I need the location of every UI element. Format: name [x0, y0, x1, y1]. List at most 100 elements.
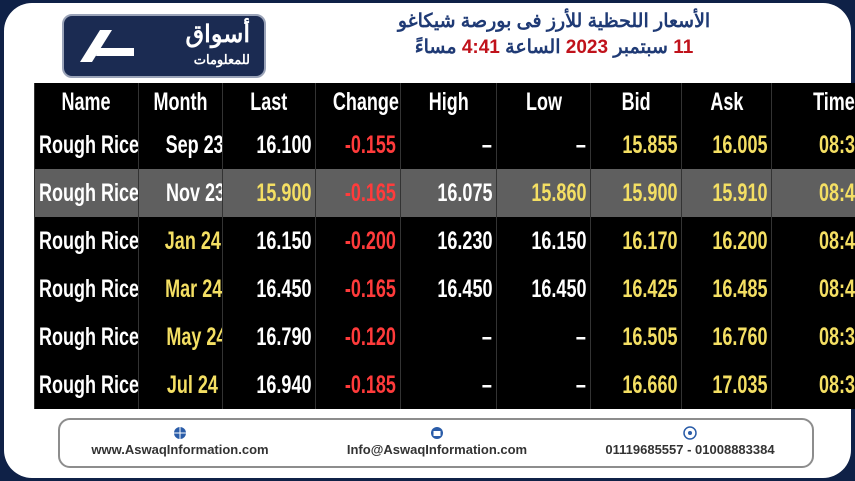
table-cell: -0.165: [315, 169, 401, 217]
table-row: Rough Rice Sep 23 16.100 -0.155 – – 15.855 16.0…: [34, 121, 855, 169]
title-part: سبتمبر: [613, 37, 668, 58]
table-cell: Rough Rice: [34, 121, 139, 169]
title-line2: 11 سبتمبر 2023 الساعة 4:41 مساءً: [274, 35, 834, 61]
table-cell: Rough Rice: [34, 361, 139, 409]
price-table: Name Month Last Change High Low Bid Ask Time Roug…: [34, 83, 855, 409]
table-cell: -0.165: [315, 265, 401, 313]
column-header: Bid: [590, 83, 682, 121]
table-cell: 16.505: [590, 313, 682, 361]
table-cell: –: [496, 313, 591, 361]
column-header-text: Change: [332, 87, 399, 116]
footer-phone: 01119685557 - 01008883384: [570, 426, 810, 457]
table-cell: 16.005: [681, 121, 772, 169]
column-header: Month: [138, 83, 223, 121]
title: الأسعار اللحظية للأرز فى بورصة شيكاغو 11…: [274, 9, 834, 61]
table-cell: -0.200: [315, 217, 401, 265]
column-header-text: Low: [525, 87, 562, 116]
column-header-text: Month: [153, 87, 208, 116]
column-header: Name: [34, 83, 139, 121]
table-cell: 15.855: [590, 121, 682, 169]
cell-text: Rough Rice: [39, 370, 139, 399]
cell-text: 15.860: [530, 178, 586, 207]
table-cell: Rough Rice: [34, 169, 139, 217]
table-cell: 16.485: [681, 265, 772, 313]
title-part: 11: [673, 37, 694, 58]
table-cell: 16.660: [590, 361, 682, 409]
cell-text: 15.900: [621, 178, 677, 207]
title-part: الساعة: [505, 37, 561, 58]
table-cell: 16.150: [496, 217, 591, 265]
cell-text: 16.485: [711, 274, 767, 303]
table-cell: Rough Rice: [34, 313, 139, 361]
cell-text: Nov 23: [165, 178, 223, 207]
table-cell: 16.790: [222, 313, 316, 361]
cell-text: May 24: [166, 322, 223, 351]
cell-text: 08:41:07: [818, 274, 855, 303]
table-row: Rough Rice Mar 24 16.450 -0.165 16.450 16.450…: [34, 265, 855, 313]
table-cell: 16.760: [681, 313, 772, 361]
cell-text: -0.165: [344, 178, 396, 207]
title-part: مساءً: [414, 37, 457, 58]
table-cell: 16.100: [222, 121, 316, 169]
cell-text: Jul 24: [166, 370, 218, 399]
phone: 01119685557 - 01008883384: [605, 442, 775, 457]
table-cell: 15.860: [496, 169, 591, 217]
table-cell: 16.230: [400, 217, 497, 265]
table-cell: Jan 24: [138, 217, 223, 265]
column-header: High: [400, 83, 497, 121]
table-cell: 08:41:07: [771, 265, 855, 313]
column-header-text: Last: [250, 87, 288, 116]
column-header-text: Name: [61, 87, 112, 116]
cell-text: 16.075: [436, 178, 492, 207]
cell-text: 15.910: [711, 178, 767, 207]
cell-text: 16.005: [711, 130, 767, 159]
email: Info@AswaqInformation.com: [346, 442, 528, 457]
cell-text: 16.150: [255, 226, 311, 255]
logo-icon: [80, 30, 134, 62]
cell-text: Jan 24: [164, 226, 221, 255]
title-part: 4:41: [461, 37, 500, 58]
table-row: Rough Rice Jul 24 16.940 -0.185 – – 16.660 17.0…: [34, 361, 855, 409]
table-cell: –: [496, 361, 591, 409]
cell-text: 15.855: [621, 130, 677, 159]
table-cell: -0.120: [315, 313, 401, 361]
table-cell: May 24: [138, 313, 223, 361]
cell-text: Mar 24: [165, 274, 223, 303]
cell-text: 16.200: [711, 226, 767, 255]
table-cell: Mar 24: [138, 265, 223, 313]
cell-text: 08:35:30: [818, 322, 855, 351]
cell-text: Rough Rice: [39, 322, 139, 351]
table-cell: 08:41:46: [771, 169, 855, 217]
website: www.AswaqInformation.com: [91, 442, 269, 457]
table-cell: –: [400, 313, 497, 361]
table-cell: 16.200: [681, 217, 772, 265]
cell-text: -0.120: [344, 322, 396, 351]
table-cell: 16.150: [222, 217, 316, 265]
title-line1: الأسعار اللحظية للأرز فى بورصة شيكاغو: [397, 11, 711, 32]
table-cell: –: [400, 361, 497, 409]
cell-text: -0.185: [344, 370, 396, 399]
table-cell: 16.425: [590, 265, 682, 313]
table-cell: –: [496, 121, 591, 169]
title-part: 2023: [565, 37, 609, 58]
table-cell: 16.940: [222, 361, 316, 409]
cell-text: Sep 23: [165, 130, 223, 159]
cell-text: 08:35:30: [818, 370, 855, 399]
cell-text: –: [575, 370, 586, 399]
footer-email: Info@AswaqInformation.com: [322, 426, 552, 457]
cell-text: 08:41:46: [818, 178, 855, 207]
cell-text: Rough Rice: [39, 178, 139, 207]
cell-text: 15.900: [255, 178, 311, 207]
cell-text: 16.170: [621, 226, 677, 255]
column-header: Last: [222, 83, 316, 121]
table-row: Rough Rice Nov 23 15.900 -0.165 16.075 15.860…: [34, 169, 855, 217]
cell-text: –: [481, 130, 492, 159]
cell-text: 16.450: [255, 274, 311, 303]
cell-text: 16.425: [621, 274, 677, 303]
table-cell: 15.900: [222, 169, 316, 217]
table-cell: 16.450: [496, 265, 591, 313]
cell-text: 08:41:46: [818, 226, 855, 255]
cell-text: 16.940: [255, 370, 311, 399]
cell-text: 16.660: [621, 370, 677, 399]
